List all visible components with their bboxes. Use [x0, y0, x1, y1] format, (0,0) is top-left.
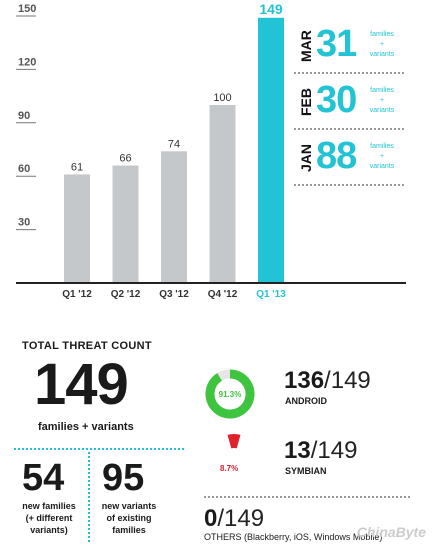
- month-desc: families + variants: [369, 143, 395, 170]
- category-label: Q4 '12: [208, 289, 238, 300]
- category-label: Q2 '12: [111, 289, 141, 300]
- bar-value-label: 100: [213, 92, 231, 104]
- android-percent: 91.3%: [219, 390, 242, 399]
- new-families-desc: new families (+ different variants): [22, 501, 76, 535]
- category-label: Q1 '13: [256, 289, 286, 300]
- y-tick-label: 60: [18, 163, 30, 175]
- symbian-share-slice: [227, 434, 241, 449]
- month-name: FEB: [298, 88, 314, 116]
- android-share-arc: [205, 369, 255, 419]
- month-desc: families + variants: [369, 87, 395, 114]
- symbian-count: 13/149: [284, 437, 358, 464]
- divider: [294, 184, 404, 186]
- divider: [204, 496, 410, 498]
- divider: [294, 72, 404, 74]
- watermark: ChinaByte: [356, 524, 426, 540]
- total-title: TOTAL THREAT COUNT: [22, 340, 152, 352]
- bar-value-label: 149: [259, 1, 283, 17]
- total-count: 149: [34, 352, 129, 417]
- bar: [112, 165, 139, 283]
- android-count: 136/149: [284, 367, 371, 394]
- new-variants-count: 95: [102, 457, 145, 499]
- new-variants-desc: new variants of existing families: [101, 501, 157, 535]
- threat-summary: TOTAL THREAT COUNT 149 families + varian…: [0, 320, 434, 550]
- bars: 61 Q1 '12 66 Q2 '12 74 Q3 '12 100 Q4 '12 149 Q1 '…: [62, 1, 286, 300]
- category-label: Q3 '12: [159, 289, 189, 300]
- new-families-count: 54: [22, 457, 65, 499]
- month-jan: JAN 88 families + variants: [296, 135, 406, 178]
- month-value: 31: [316, 23, 357, 65]
- month-value: 30: [316, 79, 357, 121]
- quarterly-bar-chart: 30 60 90 120 150 61 Q1 '12 66 Q2 '12 74 Q3 '12 100…: [16, 1, 406, 300]
- month-value: 88: [316, 135, 357, 177]
- symbian-label: SYMBIAN: [285, 466, 327, 476]
- month-desc: families + variants: [369, 31, 395, 58]
- month-feb: FEB 30 families + variants: [296, 79, 406, 122]
- android-label: ANDROID: [285, 396, 327, 406]
- others-count: 0/149: [204, 505, 265, 532]
- month-name: JAN: [298, 144, 314, 173]
- divider: [14, 448, 184, 450]
- bar-value-label: 74: [168, 138, 180, 150]
- bar-value-label: 66: [119, 153, 131, 165]
- category-label: Q1 '12: [62, 289, 92, 300]
- y-tick-label: 30: [18, 217, 30, 229]
- total-desc: families + variants: [38, 421, 134, 433]
- month-name: MAR: [298, 30, 314, 62]
- y-axis: 30 60 90 120 150: [16, 3, 36, 231]
- bar: [161, 151, 187, 283]
- y-tick-label: 120: [18, 56, 36, 68]
- y-tick-label: 150: [18, 3, 36, 15]
- bar: [209, 105, 236, 283]
- y-tick-label: 90: [18, 110, 30, 122]
- divider: [294, 128, 404, 130]
- others-label: OTHERS (Blackberry, iOS, Windows Mobile): [204, 532, 383, 542]
- bar: [258, 17, 284, 284]
- symbian-percent: 8.7%: [220, 464, 239, 473]
- bar: [64, 174, 90, 283]
- android-donut-chart: 91.3%: [205, 369, 255, 419]
- bar-value-label: 61: [71, 161, 83, 173]
- month-mar: MAR 31 families + variants: [296, 23, 406, 66]
- symbian-share-chart: [227, 434, 241, 449]
- divider: [88, 452, 90, 542]
